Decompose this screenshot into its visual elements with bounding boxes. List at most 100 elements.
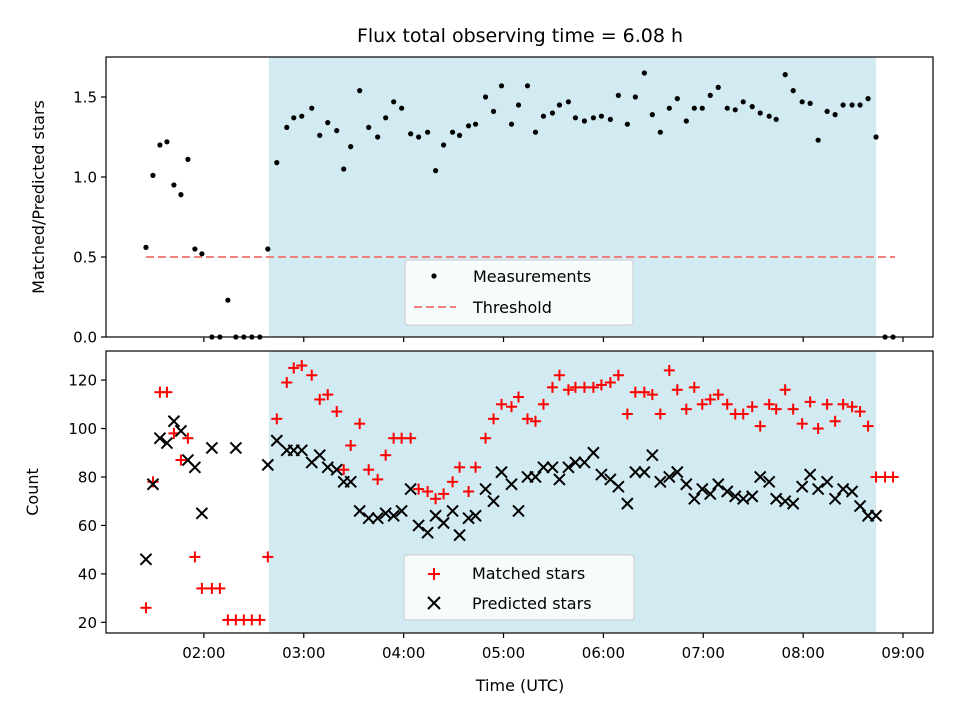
matched-star-marker — [314, 393, 326, 405]
measurement-points — [143, 70, 896, 340]
predicted-star-marker — [261, 458, 275, 472]
matched-star-marker — [696, 398, 708, 410]
measurement-point — [572, 115, 579, 121]
bottom-legend-box — [403, 554, 635, 621]
matched-star-marker — [196, 582, 208, 594]
predicted-star-marker — [680, 478, 693, 491]
measurement-point — [873, 134, 879, 140]
predicted-star-marker — [387, 509, 400, 522]
predicted-star-marker — [612, 480, 625, 493]
measurement-point — [565, 99, 572, 105]
matched-star-marker — [380, 449, 392, 461]
predicted-star-marker — [569, 456, 582, 469]
matched-star-marker — [737, 408, 749, 420]
measurement-point — [508, 121, 515, 127]
predicted-star-marker — [688, 492, 701, 505]
matched-star-marker — [413, 483, 425, 495]
measurement-point — [357, 88, 363, 94]
measurement-point — [683, 118, 689, 124]
measurement-point — [465, 123, 472, 129]
predicted-star-marker — [820, 475, 834, 489]
predicted-star-marker — [153, 432, 167, 445]
measurement-point — [691, 105, 697, 111]
predicted-star-marker — [446, 504, 459, 518]
measurement-point — [799, 99, 805, 105]
matched-star-marker — [663, 364, 675, 376]
predicted-star-marker — [853, 499, 867, 513]
measurement-point — [849, 102, 855, 108]
matched-star-marker — [345, 439, 357, 451]
matched-star-marker — [754, 420, 766, 432]
y-tick-label: 1.0 — [73, 169, 97, 187]
legend-measurements-label: Measurements — [473, 267, 591, 286]
matched-star-marker — [537, 398, 549, 410]
measurement-point — [408, 131, 414, 137]
matched-star-marker — [812, 423, 824, 435]
measurement-point — [840, 102, 846, 108]
predicted-star-marker — [869, 509, 883, 522]
measurement-point — [666, 105, 672, 111]
matched-star-marker — [296, 360, 308, 372]
bottom-legend: Matched stars Predicted stars — [403, 554, 635, 621]
measurement-point — [164, 139, 170, 145]
measurement-point — [607, 116, 613, 122]
predicted-star-marker — [362, 511, 375, 525]
predicted-star-marker — [321, 461, 334, 474]
predicted-star-marker — [621, 497, 634, 510]
measurement-point — [341, 166, 347, 172]
y-tick-label: 100 — [68, 420, 97, 438]
predicted-star-marker — [786, 497, 800, 510]
matched-star-marker — [372, 473, 384, 485]
measurement-point — [865, 96, 871, 102]
measurement-point — [185, 156, 191, 162]
predicted-star-marker — [721, 485, 734, 498]
matched-star-marker — [140, 602, 152, 614]
predicted-star-marker — [562, 461, 575, 474]
matched-star-marker — [182, 432, 194, 444]
predicted-star-marker — [395, 504, 408, 518]
matched-star-marker — [604, 376, 616, 388]
predicted-star-marker — [638, 465, 651, 479]
matched-star-marker — [595, 379, 607, 391]
top-y-ticks: 0.0 0.5 1.0 1.5 — [73, 89, 106, 347]
predicted-star-marker — [704, 487, 717, 501]
measurement-point — [274, 160, 280, 166]
measurement-point — [317, 132, 323, 138]
measurement-point — [284, 124, 290, 130]
predicted-star-marker — [229, 441, 243, 455]
measurement-point — [540, 113, 547, 119]
predicted-star-marker — [174, 424, 188, 438]
matched-star-marker — [688, 381, 700, 393]
measurement-point — [649, 112, 655, 118]
measurement-point — [749, 104, 755, 110]
predicted-star-marker — [769, 492, 783, 505]
top-axes-frame — [105, 56, 934, 338]
predicted-star-marker — [330, 463, 343, 476]
matched-star-marker — [770, 403, 782, 415]
measurement-point — [383, 115, 389, 121]
measurement-point — [590, 115, 597, 121]
matched-star-marker — [161, 386, 173, 398]
predicted-star-marker — [139, 553, 153, 566]
matched-star-marker — [405, 432, 417, 444]
predicted-star-marker — [762, 475, 776, 489]
measurement-point — [366, 124, 372, 130]
matched-star-marker — [829, 415, 841, 427]
predicted-star-marker — [505, 478, 518, 491]
predicted-star-marker — [553, 473, 566, 486]
legend-predicted-marker — [427, 596, 441, 610]
x-tick-label: 07:00 — [682, 644, 725, 662]
predicted-star-markers — [139, 415, 883, 566]
y-tick-label: 0.5 — [73, 249, 97, 267]
measurement-point — [581, 118, 588, 124]
measurement-point — [171, 182, 177, 188]
predicted-star-marker — [195, 507, 209, 520]
matched-star-marker — [354, 418, 366, 430]
matched-star-marker — [306, 369, 318, 381]
x-axis-label: Time (UTC) — [475, 676, 564, 695]
predicted-star-marker — [778, 494, 792, 508]
measurement-point — [699, 105, 705, 111]
measurement-point — [265, 246, 271, 252]
matched-star-marker — [862, 420, 874, 432]
